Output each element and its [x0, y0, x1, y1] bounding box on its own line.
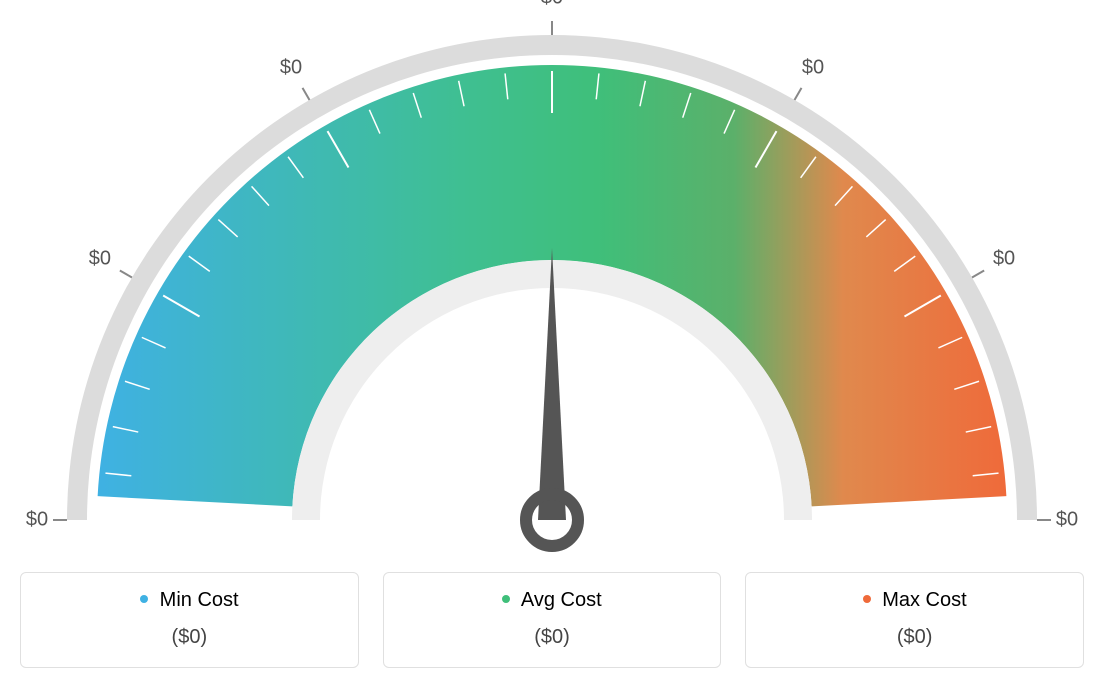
- gauge-needle: [538, 248, 566, 520]
- dot-icon: [863, 595, 871, 603]
- legend-label-max: Max Cost: [882, 589, 966, 611]
- dot-icon: [140, 595, 148, 603]
- scale-label: $0: [1056, 509, 1078, 532]
- legend-label-min: Min Cost: [160, 589, 239, 611]
- cost-gauge: $0$0$0$0$0$0$0: [20, 20, 1084, 560]
- ring-tick: [303, 88, 310, 100]
- legend-card-min: Min Cost ($0): [20, 572, 359, 668]
- legend-title-max: Max Cost: [758, 589, 1071, 612]
- scale-label: $0: [541, 0, 563, 10]
- ring-tick: [120, 271, 132, 278]
- ring-tick: [972, 271, 984, 278]
- scale-label: $0: [26, 509, 48, 532]
- legend-title-min: Min Cost: [33, 589, 346, 612]
- scale-label: $0: [993, 248, 1015, 271]
- scale-label: $0: [280, 56, 302, 79]
- ring-tick: [795, 88, 802, 100]
- legend-card-max: Max Cost ($0): [745, 572, 1084, 668]
- legend-value-min: ($0): [33, 626, 346, 649]
- legend-value-avg: ($0): [396, 626, 709, 649]
- dot-icon: [502, 595, 510, 603]
- scale-label: $0: [802, 56, 824, 79]
- legend-value-max: ($0): [758, 626, 1071, 649]
- legend-row: Min Cost ($0) Avg Cost ($0) Max Cost ($0…: [20, 572, 1084, 668]
- legend-card-avg: Avg Cost ($0): [383, 572, 722, 668]
- legend-label-avg: Avg Cost: [521, 589, 602, 611]
- gauge-svg: [20, 20, 1084, 560]
- scale-label: $0: [89, 248, 111, 271]
- legend-title-avg: Avg Cost: [396, 589, 709, 612]
